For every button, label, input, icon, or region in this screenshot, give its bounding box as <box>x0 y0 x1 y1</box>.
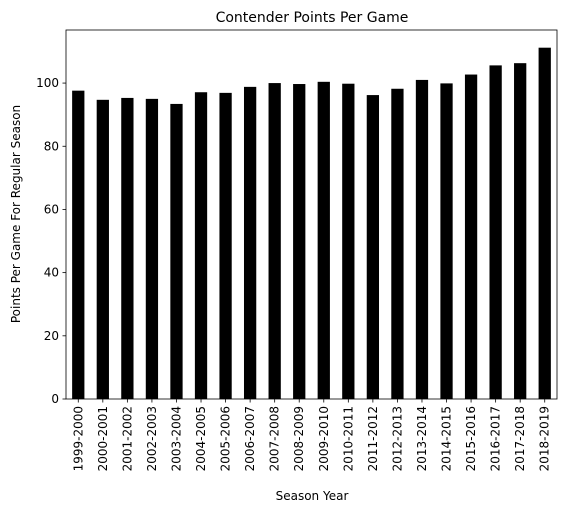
bar-2007-2008 <box>268 83 281 399</box>
bar-2008-2009 <box>293 84 306 399</box>
bar-2001-2002 <box>121 97 134 399</box>
bar-2009-2010 <box>317 81 330 399</box>
x-tick-label: 2006-2007 <box>243 406 257 471</box>
bar-2002-2003 <box>145 98 159 399</box>
y-tick-label: 80 <box>44 139 59 153</box>
bar-2013-2014 <box>415 79 429 399</box>
y-axis-ticks: 0 20 40 60 80 100 <box>36 76 66 406</box>
x-tick-label: 2018-2019 <box>538 406 552 471</box>
y-tick-label: 60 <box>44 202 59 216</box>
bar-2012-2013 <box>391 88 404 399</box>
x-tick-label: 2010-2011 <box>341 406 355 471</box>
bar-2015-2016 <box>464 74 478 399</box>
y-axis-label: Points Per Game For Regular Season <box>9 105 23 323</box>
x-tick-label: 2016-2017 <box>489 406 503 471</box>
bars-group <box>72 47 551 400</box>
chart-title: Contender Points Per Game <box>216 10 409 26</box>
x-tick-label: 2017-2018 <box>513 406 527 471</box>
x-tick-label: 2007-2008 <box>268 406 282 471</box>
y-tick-label: 40 <box>44 266 59 280</box>
bar-1999-2000 <box>72 90 85 399</box>
x-tick-label: 2001-2002 <box>120 406 134 471</box>
y-tick-label: 0 <box>51 392 59 406</box>
bar-2005-2006 <box>219 92 232 399</box>
bar-2011-2012 <box>366 95 380 400</box>
y-tick-label: 20 <box>44 329 59 343</box>
bar-2017-2018 <box>514 63 527 399</box>
x-tick-label: 2000-2001 <box>96 406 110 471</box>
plot-frame <box>65 29 558 400</box>
x-tick-label: 2009-2010 <box>317 406 331 471</box>
bar-2018-2019 <box>538 47 551 400</box>
x-tick-label: 2004-2005 <box>194 406 208 471</box>
y-tick-label: 100 <box>36 76 59 90</box>
x-tick-label: 2005-2006 <box>219 406 233 471</box>
bar-2006-2007 <box>243 86 257 399</box>
bar-2003-2004 <box>170 103 183 400</box>
x-tick-label: 2003-2004 <box>169 406 183 471</box>
bar-2000-2001 <box>96 99 109 400</box>
x-tick-label: 2015-2016 <box>464 406 478 471</box>
x-tick-label: 2013-2014 <box>415 406 429 471</box>
bar-2016-2017 <box>489 65 502 400</box>
bar-2010-2011 <box>342 83 355 400</box>
bar-2014-2015 <box>440 83 453 399</box>
x-tick-label: 2014-2015 <box>440 406 454 471</box>
x-tick-label: 2012-2013 <box>390 406 404 471</box>
x-axis-ticks: 1999-2000 2000-2001 2001-2002 2002-2003 2003… <box>71 399 552 471</box>
x-tick-label: 2002-2003 <box>145 406 159 471</box>
x-tick-label: 2008-2009 <box>292 406 306 471</box>
bar-2004-2005 <box>194 92 208 400</box>
x-tick-label: 1999-2000 <box>71 406 85 471</box>
x-tick-label: 2011-2012 <box>366 406 380 471</box>
x-axis-label: Season Year <box>276 489 349 503</box>
